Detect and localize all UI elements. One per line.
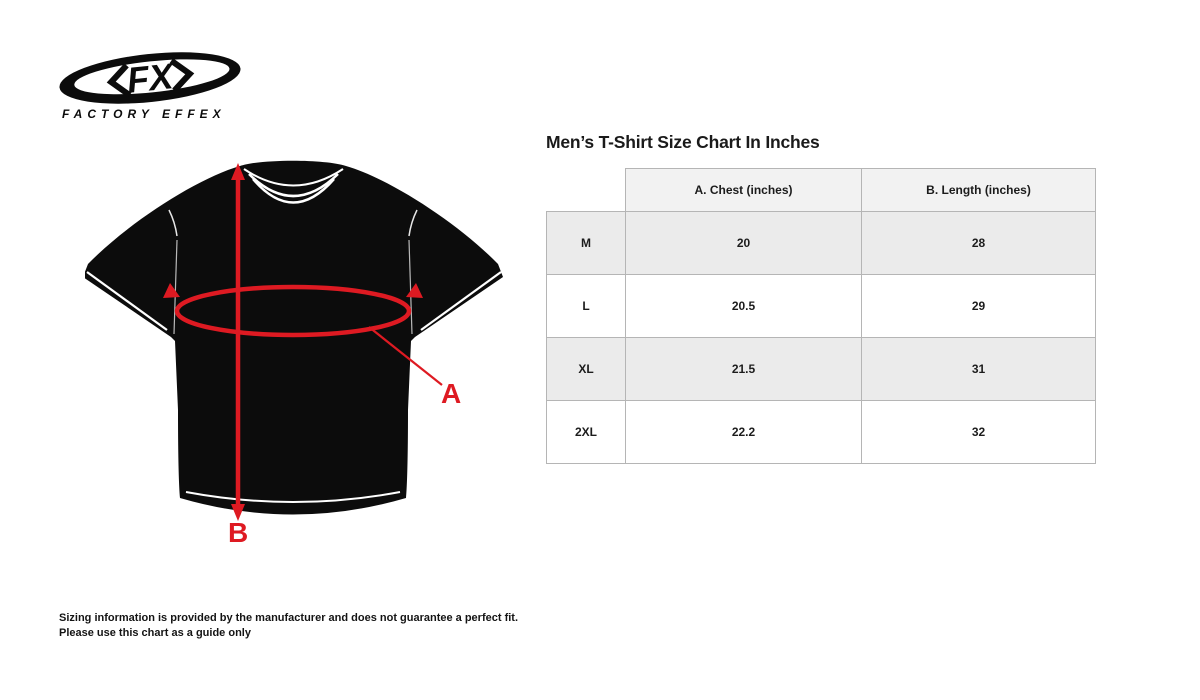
chest-cell: 20: [625, 211, 862, 275]
size-cell: L: [546, 274, 626, 338]
chest-measure-ellipse: [174, 284, 412, 338]
length-arrow-top-tip: [231, 163, 245, 180]
col-header-chest: A. Chest (inches): [625, 168, 862, 212]
size-cell: 2XL: [546, 400, 626, 464]
length-cell: 28: [861, 211, 1096, 275]
right-sleeve-body-line: [408, 239, 413, 335]
disclaimer-line-2: Please use this chart as a guide only: [59, 626, 251, 639]
table-header-row: A. Chest (inches) B. Length (inches): [547, 168, 1096, 212]
length-cell: 32: [861, 400, 1096, 464]
size-table: A. Chest (inches) B. Length (inches) M 2…: [546, 168, 1096, 464]
col-header-length: B. Length (inches): [861, 168, 1096, 212]
table-row-l: L 20.5 29: [546, 274, 1096, 338]
length-label-b: B: [228, 517, 248, 548]
logo-subtext: FACTORY EFFEX: [62, 107, 226, 121]
tshirt-measurement-diagram: A B: [85, 160, 503, 548]
chest-label-a: A: [441, 378, 461, 409]
right-sleeve-hem-line: [420, 271, 502, 331]
logo-left-chevron: [106, 63, 132, 98]
logo-fx-text: FX: [125, 55, 177, 101]
left-sleeve-body-line: [173, 239, 178, 335]
collar-line-3: [252, 178, 335, 204]
table-row-xl: XL 21.5 31: [546, 337, 1096, 401]
size-cell: M: [546, 211, 626, 275]
size-cell: XL: [546, 337, 626, 401]
collar-line-1: [243, 168, 344, 187]
right-shoulder-seam: [408, 209, 418, 237]
disclaimer: Sizing information is provided by the ma…: [59, 611, 518, 640]
size-chart-title: Men’s T-Shirt Size Chart In Inches: [546, 132, 820, 152]
left-shoulder-seam: [168, 209, 178, 237]
chest-cell: 21.5: [625, 337, 862, 401]
corner-cell: [547, 169, 626, 212]
length-cell: 31: [861, 337, 1096, 401]
length-arrow-bottom-tip: [231, 504, 245, 521]
factory-effex-logo: FX FACTORY EFFEX: [59, 52, 241, 121]
tshirt-silhouette: [85, 160, 503, 515]
left-sleeve-hem-line: [86, 271, 168, 331]
logo-right-chevron: [169, 58, 195, 93]
table-row-m: M 20 28: [546, 211, 1096, 275]
chest-leader-line: [368, 326, 443, 386]
bottom-hem-line: [185, 491, 401, 503]
collar-line-2: [248, 173, 339, 198]
length-cell: 29: [861, 274, 1096, 338]
disclaimer-line-1: Sizing information is provided by the ma…: [59, 612, 519, 624]
chest-cell: 20.5: [625, 274, 862, 338]
fx-logo-mark: FX: [59, 52, 241, 104]
chest-arrow-left-tip: [163, 283, 180, 298]
table-row-2xl: 2XL 22.2 32: [546, 400, 1096, 464]
chest-cell: 22.2: [625, 400, 862, 464]
chest-arrow-right-tip: [406, 283, 423, 298]
